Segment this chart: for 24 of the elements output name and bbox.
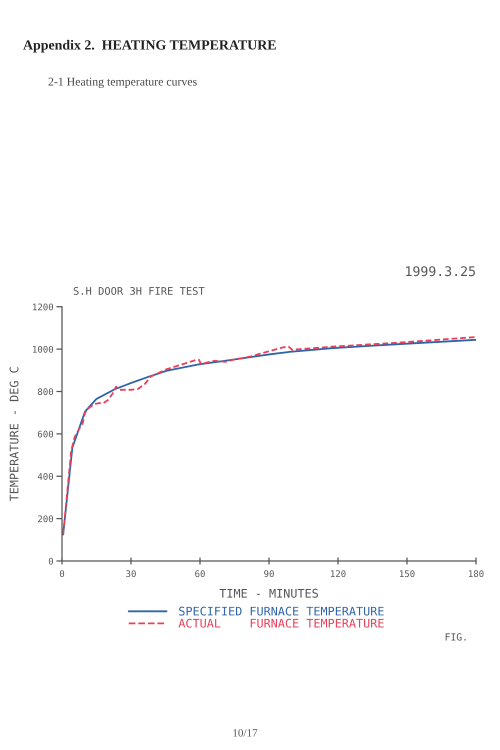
text: 10/17 [233,729,258,737]
x-tick-label: 180 [468,570,484,578]
chart-title: Appendix 2. HEATING TEMPERATURE [23,40,276,52]
y-tick-label: 200 [38,515,54,522]
x-tick-label: 0 [60,570,64,578]
y-tick-label: 0 [48,558,54,565]
y-tick-label: 400 [38,473,54,480]
x-tick-label: 60 [195,570,205,578]
y-axis-title: TEMPERATURE - DEG C [10,367,19,502]
y-tick-label: 1000 [33,346,54,353]
text: 1999.3.25 [406,266,475,276]
chart-subtitle: 2-1 Heating temperature curves [48,78,197,88]
legend-label: SPECIFIED FURNACE TEMPERATURE [179,606,384,616]
y-tick-label: 1200 [33,304,54,310]
x-axis-title: TIME - MINUTES [220,588,318,598]
x-tick-label: 30 [126,570,136,578]
legend-label: ACTUAL FURNACE TEMPERATURE [178,618,384,628]
text: S.H DOOR 3H FIRE TEST [74,287,204,295]
y-tick-label: 800 [38,388,54,396]
y-tick-label: 600 [38,430,54,438]
text: FIG. [446,633,466,641]
x-tick-label: 120 [330,570,346,578]
x-tick-label: 150 [400,570,415,578]
x-tick-label: 90 [264,570,274,578]
